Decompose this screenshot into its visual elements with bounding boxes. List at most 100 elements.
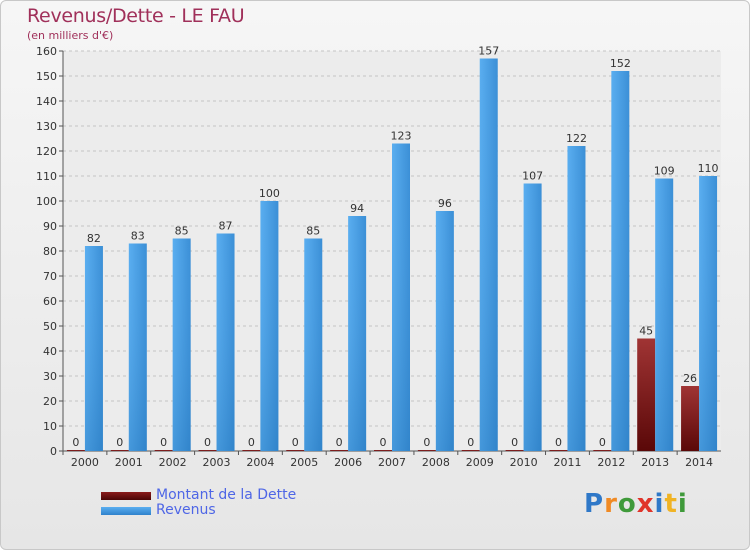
data-label-revenus: 85	[175, 225, 189, 238]
data-label-revenus: 122	[566, 132, 587, 145]
y-tick-label: 70	[43, 270, 57, 283]
x-tick-label: 2009	[466, 456, 494, 469]
logo-letter: t	[664, 489, 678, 519]
data-label-revenus: 85	[306, 225, 320, 238]
y-tick-label: 90	[43, 220, 57, 233]
bar-revenus-shade	[655, 178, 674, 451]
bar-revenus-shade	[304, 238, 323, 451]
data-label-revenus: 87	[219, 220, 233, 233]
data-label-revenus: 94	[350, 202, 364, 215]
data-label-dette: 0	[160, 436, 167, 449]
x-tick-label: 2012	[597, 456, 625, 469]
bar-dette	[198, 450, 217, 451]
y-tick-label: 80	[43, 245, 57, 258]
x-tick-label: 2008	[422, 456, 450, 469]
x-tick-label: 2005	[290, 456, 318, 469]
data-label-dette: 26	[683, 372, 697, 385]
y-tick-label: 130	[36, 120, 57, 133]
bar-revenus-shade	[435, 211, 454, 451]
bar-revenus-shade	[567, 146, 586, 451]
chart-title: Revenus/Dette - LE FAU	[27, 5, 245, 27]
data-label-revenus: 157	[478, 45, 499, 58]
chart-subtitle: (en milliers d'€)	[27, 29, 114, 42]
y-tick-label: 140	[36, 95, 57, 108]
data-label-dette: 0	[423, 436, 430, 449]
data-label-dette: 0	[116, 436, 123, 449]
logo-letter: i	[677, 489, 688, 519]
x-tick-label: 2002	[159, 456, 187, 469]
x-tick-label: 2000	[71, 456, 99, 469]
data-label-revenus: 110	[698, 162, 719, 175]
logo-letter: i	[654, 489, 665, 519]
data-label-revenus: 100	[259, 187, 280, 200]
data-label-dette: 45	[639, 325, 653, 338]
data-label-dette: 0	[204, 436, 211, 449]
data-label-dette: 0	[511, 436, 518, 449]
bar-revenus-shade	[699, 176, 718, 451]
proxiti-logo: Proxiti	[584, 489, 688, 523]
y-tick-label: 150	[36, 70, 57, 83]
bar-dette	[461, 450, 480, 451]
data-label-revenus: 107	[522, 170, 543, 183]
bar-revenus-shade	[348, 216, 367, 451]
bar-dette	[330, 450, 349, 451]
data-label-dette: 0	[336, 436, 343, 449]
bar-revenus-shade	[260, 201, 279, 451]
bar-revenus-shade	[392, 143, 410, 451]
data-label-dette: 0	[599, 436, 606, 449]
bar-revenus-shade	[84, 246, 103, 451]
y-tick-label: 40	[43, 345, 57, 358]
logo-letter: o	[617, 489, 637, 519]
data-label-dette: 0	[555, 436, 562, 449]
x-tick-label: 2006	[334, 456, 362, 469]
legend-swatch-revenus	[101, 507, 151, 515]
x-tick-label: 2013	[641, 456, 669, 469]
x-tick-label: 2001	[115, 456, 143, 469]
bar-dette	[417, 450, 436, 451]
y-tick-label: 60	[43, 295, 57, 308]
logo-letter: r	[604, 489, 618, 519]
bar-revenus-shade	[611, 71, 630, 451]
x-tick-label: 2007	[378, 456, 406, 469]
data-label-revenus: 123	[391, 130, 412, 143]
data-label-revenus: 83	[131, 230, 145, 243]
bar-dette	[110, 450, 129, 451]
bar-dette	[154, 450, 173, 451]
logo-letter: P	[584, 489, 605, 519]
data-label-revenus: 96	[438, 197, 452, 210]
x-tick-label: 2014	[685, 456, 713, 469]
bar-dette	[549, 450, 568, 451]
y-tick-label: 160	[36, 45, 57, 58]
y-tick-label: 50	[43, 320, 57, 333]
data-label-dette: 0	[292, 436, 299, 449]
x-tick-label: 2004	[246, 456, 274, 469]
x-tick-label: 2011	[553, 456, 581, 469]
bar-revenus-shade	[172, 238, 191, 451]
y-tick-label: 10	[43, 420, 57, 433]
bar-revenus-shade	[128, 243, 147, 451]
bar-dette	[66, 450, 85, 451]
y-tick-label: 0	[50, 445, 57, 458]
legend-label-revenus: Revenus	[156, 502, 216, 518]
y-tick-label: 30	[43, 370, 57, 383]
bar-dette	[637, 338, 656, 451]
y-tick-label: 120	[36, 145, 57, 158]
bar-dette	[286, 450, 305, 451]
bar-dette	[374, 450, 392, 451]
logo-letter: x	[636, 489, 655, 519]
bar-dette	[593, 450, 612, 451]
bar-revenus-shade	[523, 183, 542, 451]
data-label-revenus: 152	[610, 57, 631, 70]
bar-dette	[242, 450, 261, 451]
x-tick-label: 2010	[510, 456, 538, 469]
data-label-revenus: 82	[87, 232, 101, 245]
data-label-revenus: 109	[654, 165, 675, 178]
data-label-dette: 0	[248, 436, 255, 449]
y-tick-label: 110	[36, 170, 57, 183]
data-label-dette: 0	[380, 436, 387, 449]
y-tick-label: 20	[43, 395, 57, 408]
bar-revenus-shade	[216, 233, 235, 451]
data-label-dette: 0	[72, 436, 79, 449]
